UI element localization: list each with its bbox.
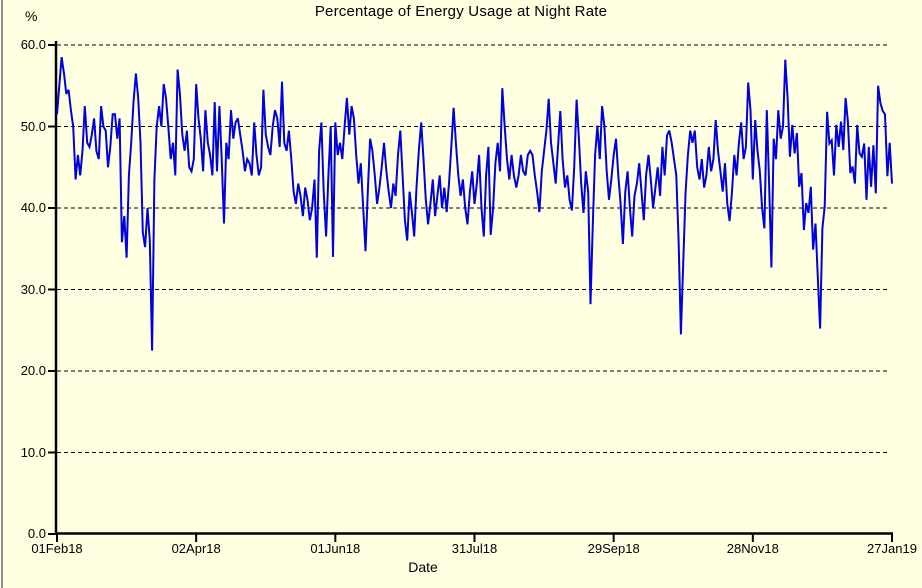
x-tick-label-27Jan19: 27Jan19 bbox=[867, 541, 917, 556]
y-tick-label-20: 20.0 bbox=[20, 363, 46, 378]
y-tick-label-10: 10.0 bbox=[20, 444, 46, 460]
y-tick-label-60: 60.0 bbox=[20, 37, 46, 52]
y-tick-label-0: 0.0 bbox=[27, 526, 46, 541]
x-tick-label-02Apr18: 02Apr18 bbox=[171, 541, 221, 556]
x-tick-label-31Jul18: 31Jul18 bbox=[451, 541, 498, 556]
chart-title: Percentage of Energy Usage at Night Rate bbox=[314, 3, 608, 20]
x-tick-label-01Feb18: 01Feb18 bbox=[31, 541, 83, 556]
x-tick-label-28Nov18: 28Nov18 bbox=[726, 541, 779, 556]
y-axis-unit-label: % bbox=[25, 8, 38, 24]
y-tick-label-30: 30.0 bbox=[20, 281, 46, 297]
window-left-border bbox=[1, 0, 3, 588]
x-tick-label-29Sep18: 29Sep18 bbox=[587, 541, 640, 556]
x-axis-title: Date bbox=[408, 559, 438, 575]
data-series-line bbox=[56, 57, 893, 351]
y-tick-label-50: 50.0 bbox=[20, 118, 46, 134]
y-tick-label-40: 40.0 bbox=[20, 200, 46, 215]
x-tick-label-01Jun18: 01Jun18 bbox=[310, 541, 361, 556]
